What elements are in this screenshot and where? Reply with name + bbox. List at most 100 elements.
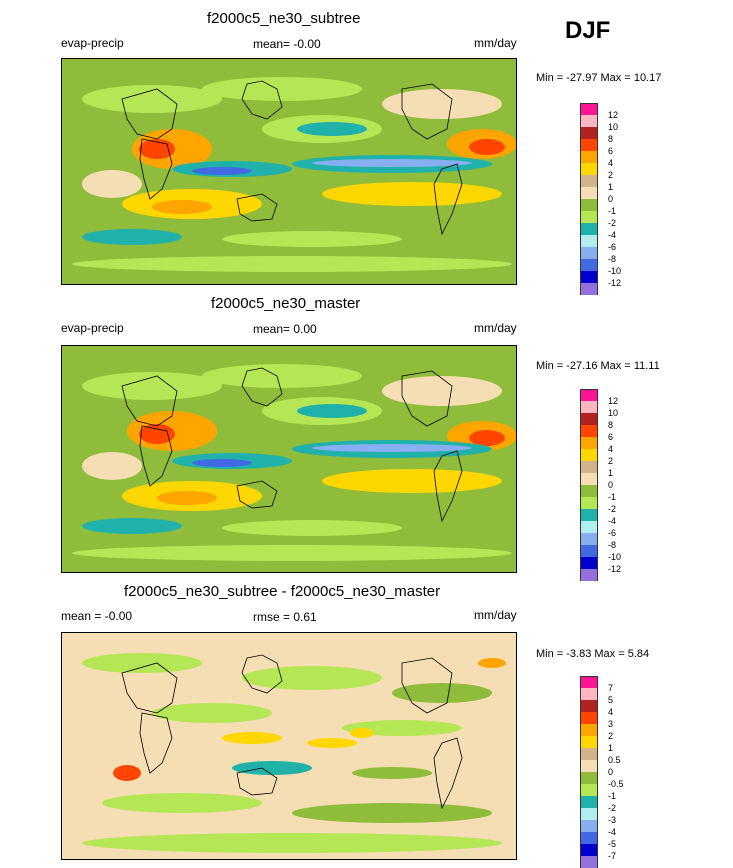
colorbar-label: -4 <box>608 827 617 837</box>
colorbar-swatch <box>580 724 598 736</box>
colorbar-swatch <box>580 175 598 187</box>
panel-1-minmax: Min = -27.97 Max = 10.17 <box>536 72 662 84</box>
colorbar-label: 10 <box>608 122 619 132</box>
colorbar-swatch <box>580 569 598 581</box>
colorbar-swatch <box>580 820 598 832</box>
colorbar-label: -12 <box>608 564 622 574</box>
colorbar-swatch <box>580 211 598 223</box>
colorbar-swatch <box>580 497 598 509</box>
colorbar-swatch <box>580 139 598 151</box>
panel-3-map <box>61 632 517 860</box>
colorbar-label: 8 <box>608 420 614 430</box>
colorbar-swatch <box>580 115 598 127</box>
panel-1-variable: evap-precip <box>61 36 124 50</box>
panel-1-units: mm/day <box>474 36 517 50</box>
colorbar-swatch <box>580 784 598 796</box>
colorbar-swatch <box>580 163 598 175</box>
colorbar-label: 1 <box>608 468 614 478</box>
colorbar-swatch <box>580 127 598 139</box>
colorbar-swatch <box>580 187 598 199</box>
colorbar-swatch <box>580 557 598 569</box>
panel-3-units: mm/day <box>474 608 517 622</box>
colorbar-swatch <box>580 425 598 437</box>
colorbar-label: 4 <box>608 444 614 454</box>
colorbar-swatch <box>580 473 598 485</box>
colorbar-label: 1 <box>608 743 614 753</box>
colorbar-swatch <box>580 235 598 247</box>
colorbar-label: -1 <box>608 206 617 216</box>
colorbar-swatch <box>580 772 598 784</box>
colorbar-swatch <box>580 103 598 115</box>
colorbar-swatch <box>580 844 598 856</box>
colorbar-label: -6 <box>608 528 617 538</box>
colorbar-label: -0.5 <box>608 779 624 789</box>
colorbar-label: -8 <box>608 254 617 264</box>
panel-2-mean: mean= 0.00 <box>253 322 317 336</box>
colorbar-swatch <box>580 461 598 473</box>
colorbar-swatch <box>580 832 598 844</box>
panel-3-mean: mean = -0.00 <box>61 609 133 623</box>
colorbar-label: 1 <box>608 182 614 192</box>
colorbar-swatch <box>580 545 598 557</box>
colorbar-swatch <box>580 676 598 688</box>
colorbar-swatch <box>580 533 598 545</box>
colorbar-swatch <box>580 521 598 533</box>
colorbar-label: -2 <box>608 218 617 228</box>
colorbar-label: 8 <box>608 134 614 144</box>
colorbar-label: -10 <box>608 266 622 276</box>
colorbar-label: -4 <box>608 516 617 526</box>
panel-2-units: mm/day <box>474 321 517 335</box>
colorbar-label: -5 <box>608 839 617 849</box>
panel-2-map <box>61 345 517 573</box>
colorbar-swatch <box>580 199 598 211</box>
colorbar-label: -1 <box>608 791 617 801</box>
colorbar-label: 2 <box>608 170 614 180</box>
colorbar-swatch <box>580 688 598 700</box>
panel-1-contour-plot <box>62 59 516 284</box>
colorbar-label: 6 <box>608 432 614 442</box>
panel-1-map <box>61 58 517 285</box>
panel-3-contour-plot <box>62 633 516 859</box>
colorbar-label: 3 <box>608 719 614 729</box>
colorbar-label: 0 <box>608 194 614 204</box>
colorbar-label: 2 <box>608 731 614 741</box>
colorbar-swatch <box>580 259 598 271</box>
colorbar-label: -3 <box>608 815 617 825</box>
colorbar-swatch <box>580 485 598 497</box>
season-label: DJF <box>565 17 611 44</box>
colorbar-label: -10 <box>608 552 622 562</box>
colorbar-swatch <box>580 271 598 283</box>
colorbar-label: -8 <box>608 540 617 550</box>
colorbar-label: 7 <box>608 683 614 693</box>
colorbar-label: -1 <box>608 492 617 502</box>
colorbar-label: -12 <box>608 278 622 288</box>
colorbar-swatch <box>580 856 598 868</box>
colorbar-label: -7 <box>608 851 617 861</box>
colorbar-label: 2 <box>608 456 614 466</box>
panel-2-colorbar: 12 10 8 6 4 2 1 0 -1 -2 -4 -6 -8 -10 -12 <box>580 389 621 581</box>
panel-2-contour-plot <box>62 346 516 572</box>
colorbar-swatch <box>580 760 598 772</box>
colorbar-label: -2 <box>608 504 617 514</box>
colorbar-label: 0 <box>608 480 614 490</box>
panel-3-colorbar: 7 5 4 3 2 1 0.5 0 -0.5 -1 -2 -3 -4 -5 -7 <box>580 676 624 868</box>
colorbar-label: -6 <box>608 242 617 252</box>
panel-1-mean: mean= -0.00 <box>253 37 321 51</box>
colorbar-label: 0.5 <box>608 755 621 765</box>
colorbar-swatch <box>580 223 598 235</box>
panel-2-variable: evap-precip <box>61 321 124 335</box>
panel-3-rmse: rmse = 0.61 <box>253 610 317 624</box>
colorbar-swatch <box>580 151 598 163</box>
colorbar-swatch <box>580 736 598 748</box>
colorbar-swatch <box>580 748 598 760</box>
panel-3-title: f2000c5_ne30_subtree - f2000c5_ne30_mast… <box>124 583 441 600</box>
panel-2-minmax: Min = -27.16 Max = 11.11 <box>536 360 660 372</box>
colorbar-swatch <box>580 283 598 295</box>
panel-3-minmax: Min = -3.83 Max = 5.84 <box>536 648 650 660</box>
colorbar-label: 12 <box>608 396 619 406</box>
colorbar-swatch <box>580 700 598 712</box>
colorbar-label: -2 <box>608 803 617 813</box>
colorbar-swatch <box>580 247 598 259</box>
colorbar-swatch <box>580 796 598 808</box>
colorbar-label: 6 <box>608 146 614 156</box>
